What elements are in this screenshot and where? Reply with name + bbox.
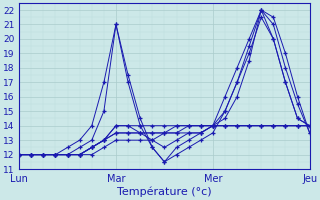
X-axis label: Température (°c): Température (°c) — [117, 187, 212, 197]
